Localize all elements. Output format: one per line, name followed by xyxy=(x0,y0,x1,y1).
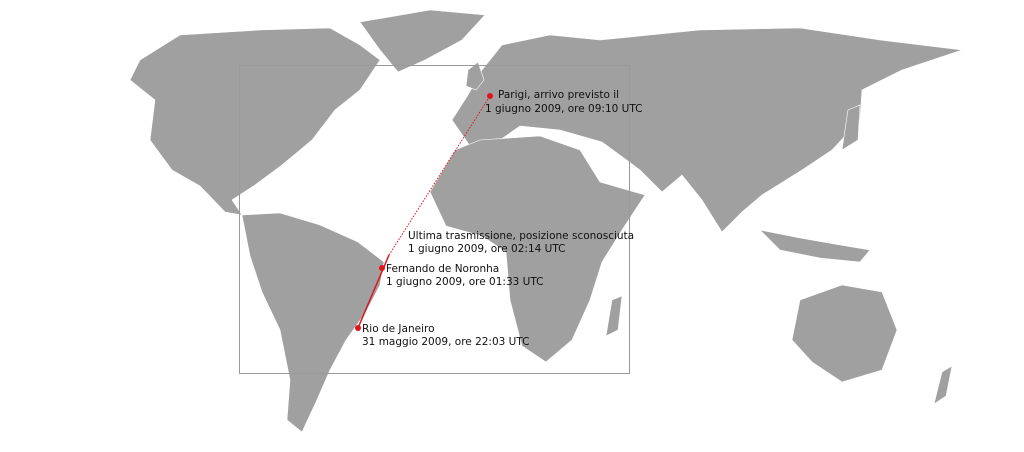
route-planned xyxy=(388,95,491,256)
label-rio: Rio de Janeiro 31 maggio 2009, ore 22:03 … xyxy=(362,323,530,349)
label-paris-time: 1 giugno 2009, ore 09:10 UTC xyxy=(485,103,642,116)
uk xyxy=(465,61,485,91)
greenland xyxy=(359,9,486,73)
point-paris xyxy=(487,93,493,99)
label-paris: Parigi, arrivo previsto il xyxy=(498,89,619,102)
point-noronha xyxy=(379,265,385,271)
japan xyxy=(841,104,861,151)
label-rio-line1: Rio de Janeiro xyxy=(362,323,435,335)
eurasia xyxy=(451,27,963,233)
australia xyxy=(791,284,898,383)
label-last-line2: 1 giugno 2009, ore 02:14 UTC xyxy=(408,243,566,255)
label-noronha-line2: 1 giugno 2009, ore 01:33 UTC xyxy=(386,276,544,288)
map-frame xyxy=(239,65,630,374)
label-paris-line2: 1 giugno 2009, ore 09:10 UTC xyxy=(485,103,643,115)
landmasses xyxy=(129,9,963,433)
north-america xyxy=(129,27,381,216)
point-rio xyxy=(355,325,361,331)
label-last-line1: Ultima trasmissione, posizione sconosciu… xyxy=(408,230,635,242)
madagascar xyxy=(605,295,623,337)
south-america xyxy=(241,212,385,433)
label-paris-line1: Parigi, arrivo previsto il xyxy=(498,89,620,101)
label-noronha: Fernando de Noronha 1 giugno 2009, ore 01… xyxy=(386,263,543,289)
africa xyxy=(429,135,646,363)
label-last-transmission: Ultima trasmissione, posizione sconosciu… xyxy=(408,230,634,256)
indonesia xyxy=(759,229,871,263)
label-noronha-line1: Fernando de Noronha xyxy=(386,263,500,275)
label-rio-line2: 31 maggio 2009, ore 22:03 UTC xyxy=(362,336,530,348)
new-zealand xyxy=(933,365,953,405)
